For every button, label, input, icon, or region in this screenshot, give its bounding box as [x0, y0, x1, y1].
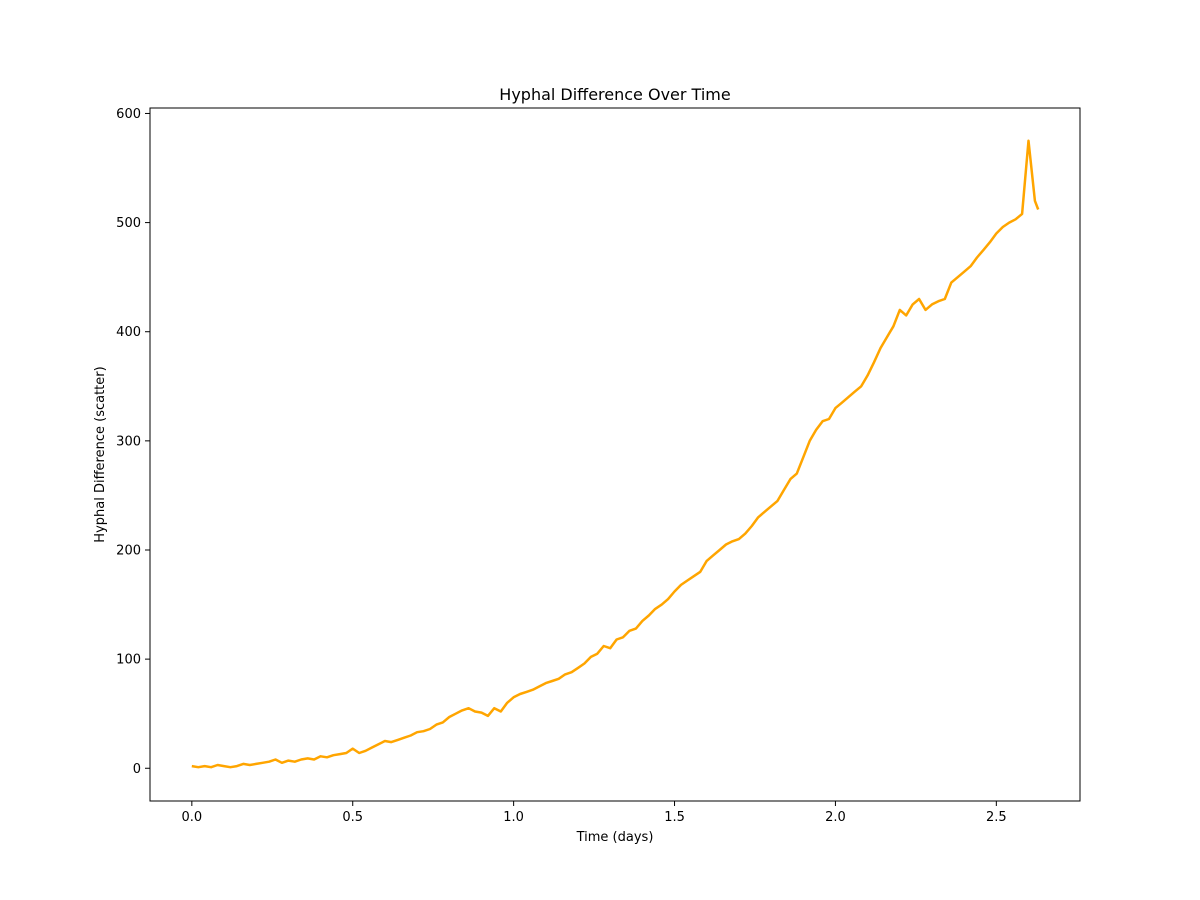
plot-frame — [149, 107, 1081, 802]
plot-area — [191, 139, 1040, 769]
y-axis: 0 100 200 300 400 500 600 — [116, 107, 150, 777]
y-tick-label: 500 — [116, 216, 141, 231]
x-axis: 0.0 0.5 1.0 1.5 2.0 2.5 — [181, 801, 1007, 825]
y-axis-title: Hyphal Difference (scatter) — [93, 366, 108, 542]
y-tick-label: 200 — [116, 543, 141, 558]
x-tick-label: 2.5 — [986, 810, 1007, 825]
x-tick-label: 1.5 — [664, 810, 685, 825]
y-tick-label: 300 — [116, 434, 141, 449]
x-tick-label: 0.0 — [181, 810, 202, 825]
x-axis-title: Time (days) — [576, 830, 654, 845]
y-tick-label: 600 — [116, 107, 141, 122]
y-tick-label: 400 — [116, 325, 141, 340]
x-tick-label: 1.0 — [503, 810, 524, 825]
x-tick-label: 0.5 — [342, 810, 363, 825]
y-tick-label: 0 — [133, 762, 141, 777]
y-tick-label: 100 — [116, 653, 141, 668]
x-tick-label: 2.0 — [825, 810, 846, 825]
series-line — [191, 139, 1040, 769]
chart-title: Hyphal Difference Over Time — [499, 85, 730, 104]
